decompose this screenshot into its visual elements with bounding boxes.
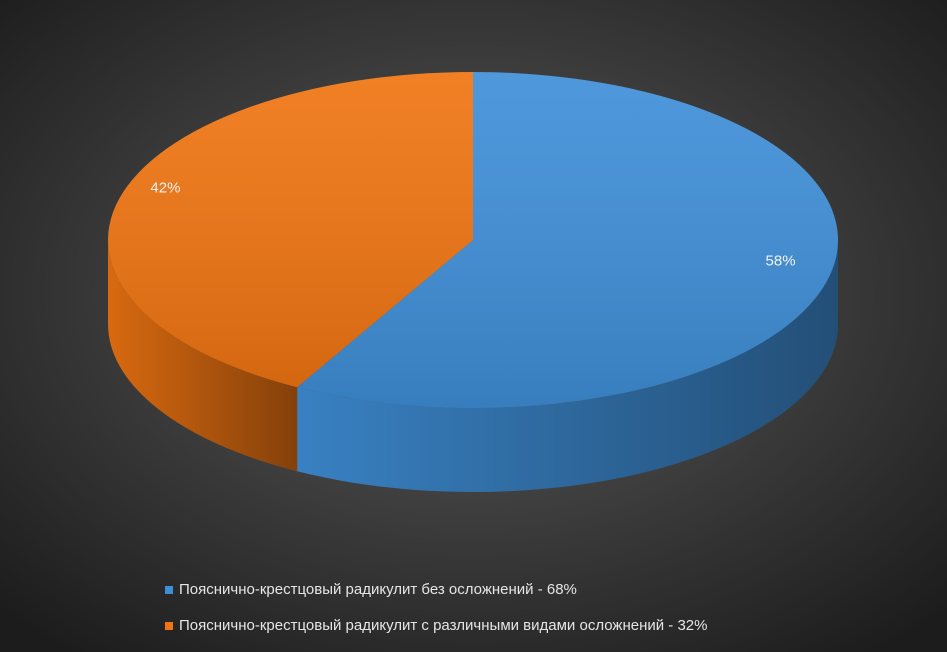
legend-label: Пояснично-крестцовый радикулит без ослож… [179,581,577,598]
data-label: 42% [150,180,180,197]
side-shade [297,240,839,492]
top-shade [297,72,839,408]
legend-label: Пояснично-крестцовый радикулит с различн… [179,617,707,634]
top-shade [108,72,473,388]
legend-marker [165,586,173,594]
data-label: 58% [766,252,796,269]
side-shade [108,240,298,472]
legend-marker [165,622,173,630]
